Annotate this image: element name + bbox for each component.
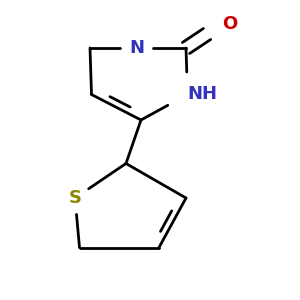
Text: O: O bbox=[222, 15, 237, 33]
Text: NH: NH bbox=[188, 85, 218, 103]
Text: N: N bbox=[129, 39, 144, 57]
Text: S: S bbox=[68, 189, 82, 207]
